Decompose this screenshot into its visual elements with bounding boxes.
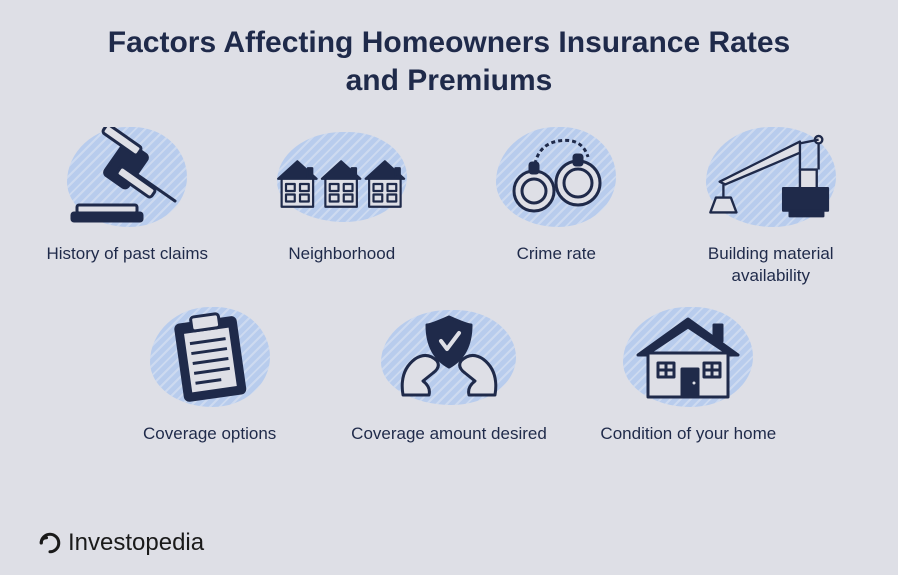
- factor-materials: Building material availability: [674, 117, 869, 287]
- factor-condition: Condition of your home: [588, 297, 788, 445]
- row-bottom: Coverage options Coverage amount desired: [30, 297, 868, 445]
- factor-coverage-options: Coverage options: [110, 297, 310, 445]
- factor-label: Building material availability: [674, 243, 869, 287]
- brand-logo: Investopedia: [36, 529, 204, 557]
- factor-label: Coverage amount desired: [351, 423, 547, 445]
- factor-label: Condition of your home: [600, 423, 776, 445]
- factor-label: Crime rate: [517, 243, 596, 265]
- house-icon: [618, 307, 758, 407]
- row-top: History of past claims: [30, 117, 868, 287]
- factor-neighborhood: Neighborhood: [245, 117, 440, 265]
- page-title: Factors Affecting Homeowners Insurance R…: [0, 0, 898, 109]
- factor-crime: Crime rate: [459, 117, 654, 265]
- houses-icon: [272, 127, 412, 227]
- clipboard-icon: [140, 307, 280, 407]
- factors-grid: History of past claims: [0, 109, 898, 445]
- crane-icon: [701, 127, 841, 227]
- brand-icon: [36, 529, 64, 557]
- hands-shield-icon: [379, 307, 519, 407]
- factor-label: Neighborhood: [288, 243, 395, 265]
- brand-text: Investopedia: [68, 529, 204, 557]
- factor-coverage-amount: Coverage amount desired: [349, 297, 549, 445]
- handcuffs-icon: [486, 127, 626, 227]
- gavel-icon: [57, 127, 197, 227]
- factor-label: History of past claims: [46, 243, 208, 265]
- factor-history: History of past claims: [30, 117, 225, 265]
- factor-label: Coverage options: [143, 423, 276, 445]
